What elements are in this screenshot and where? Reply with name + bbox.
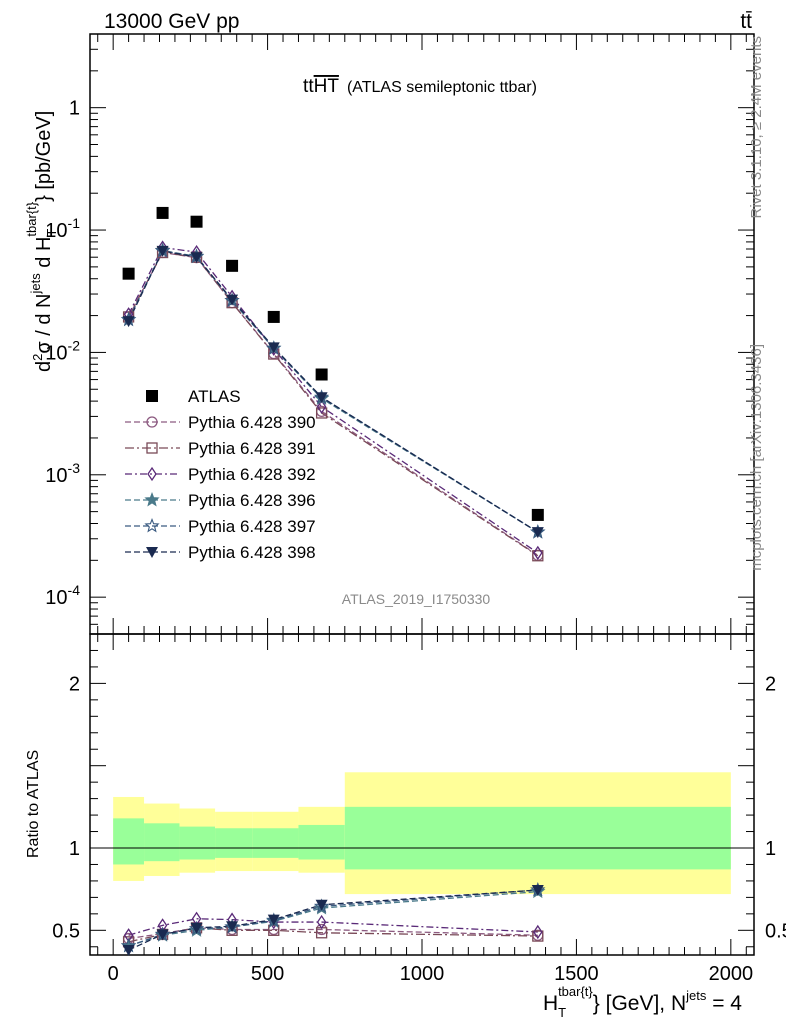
legend-label: Pythia 6.428 391 (188, 439, 316, 458)
ratio-series-point (122, 945, 135, 957)
uncertainty-band-inner (215, 828, 253, 858)
legend-marker (144, 517, 160, 533)
energy-label: 13000 GeV pp (104, 10, 239, 33)
x-tick-label: 1500 (554, 963, 599, 985)
uncertainty-band-inner (298, 824, 345, 860)
uncertainty-band-inner (113, 818, 145, 865)
ratio-y-tick-label-right: 2 (765, 673, 776, 695)
ratio-series-point (156, 929, 169, 941)
main-y-tick-label: 1 (69, 98, 80, 120)
main-series-point (315, 392, 328, 404)
main-series-point (267, 342, 280, 354)
atlas-data-point (531, 508, 544, 521)
uncertainty-band-inner (144, 823, 180, 862)
ratio-series-line (128, 890, 538, 947)
legend-marker (147, 466, 157, 482)
ratio-y-tick-label: 1 (69, 838, 80, 860)
atlas-data-point (190, 215, 203, 228)
legend-marker (146, 416, 158, 428)
ratio-series-point (267, 914, 280, 926)
legend-label: Pythia 6.428 397 (188, 517, 316, 536)
main-y-tick-label: 10-4 (45, 582, 80, 609)
legend-label: Pythia 6.428 396 (188, 491, 316, 510)
atlas-data-point (315, 368, 328, 381)
xlabel-sup: tbar{t} (558, 984, 593, 999)
main-series-point (533, 545, 543, 561)
main-series-point (226, 294, 239, 306)
ylabel-part: } [pb/GeV] (33, 111, 55, 202)
xlabel-sub: T (558, 1005, 566, 1020)
xlabel-sup: jets (685, 988, 707, 1003)
ratio-series-point (533, 924, 543, 940)
ratio-y-tick-label: 2 (69, 673, 80, 695)
uncertainty-band-inner (252, 828, 299, 858)
main-series-point (190, 252, 203, 264)
ylabel-sup: tbar{t} (24, 201, 39, 236)
main-y-tick-label: 10-3 (45, 460, 80, 487)
ratio-y-tick-label-right: 0.5 (765, 920, 786, 942)
ylabel-part: d H (33, 237, 55, 274)
atlas-data-point (267, 310, 280, 323)
process-label: tt̄ (740, 10, 752, 33)
mcplots-label: mcplots.cern.ch [arXiv:1306.3436] (748, 344, 765, 571)
ratio-series-point (316, 914, 327, 930)
x-tick-label: 500 (251, 963, 284, 985)
ratio-series-point (226, 921, 239, 933)
main-series-point (315, 407, 328, 419)
main-y-tick-label: 10-1 (45, 215, 80, 242)
plot-title-suffix: (ATLAS semileptonic ttbar) (347, 79, 537, 96)
main-y-tick-label: 10-2 (45, 337, 80, 364)
main-series-point (316, 399, 327, 414)
ratio-y-tick-label-right: 1 (765, 838, 776, 860)
plot-title: ttHT (ATLAS semileptonic ttbar) (303, 76, 537, 97)
ylabel-sup: jets (28, 273, 43, 295)
legend-marker (146, 390, 158, 402)
atlas-data-point (226, 259, 239, 272)
legend-label: Pythia 6.428 392 (188, 465, 316, 484)
x-tick-label: 1000 (400, 963, 445, 985)
ratio-series-line (128, 889, 538, 947)
x-axis-label: HTtbar{t}} [GeV], Njets = 4 (543, 984, 742, 1020)
legend-label: Pythia 6.428 390 (188, 413, 316, 432)
xlabel-part: } [GeV], N (593, 992, 686, 1015)
ylabel-part: σ / d N (33, 294, 55, 354)
x-tick-label: 2000 (709, 963, 754, 985)
ratio-series-point (531, 884, 544, 896)
ratio-series-point (315, 899, 328, 911)
legend-label: ATLAS (188, 387, 241, 406)
ylabel-sup: 2 (30, 354, 45, 361)
xlabel-part: = 4 (706, 992, 742, 1015)
main-series-point (122, 316, 135, 328)
atlas-data-point (156, 206, 169, 219)
ratio-y-tick-label: 0.5 (52, 920, 80, 942)
atlas-data-point (122, 267, 135, 280)
rivet-version-label: Rivet 3.1.10, ≥ 2.4M events (748, 36, 765, 219)
plot-title-overlined: HT (314, 76, 340, 97)
ratio-series-point (532, 930, 544, 942)
main-series-point (532, 550, 544, 562)
analysis-id-label: ATLAS_2019_I1750330 (342, 591, 491, 607)
x-tick-label: 0 (108, 963, 119, 985)
ylabel-part: d (33, 361, 55, 372)
uncertainty-band-inner (344, 806, 731, 870)
xlabel-part: H (543, 992, 558, 1015)
ratio-y-axis-label: Ratio to ATLAS (25, 750, 42, 858)
main-y-axis-label: d2σ / d Njets d HTtbar{t}} [pb/GeV] (24, 111, 59, 372)
plot-title-main: tt (303, 76, 314, 97)
legend-label: Pythia 6.428 398 (188, 543, 316, 562)
ratio-series-point (190, 922, 203, 934)
legend-marker (146, 442, 158, 454)
legend-marker (146, 547, 158, 558)
main-series-point (531, 527, 544, 539)
uncertainty-band-inner (179, 826, 216, 860)
ylabel-sub: T (44, 229, 59, 237)
legend-marker (144, 491, 160, 507)
main-series-point (156, 245, 169, 257)
